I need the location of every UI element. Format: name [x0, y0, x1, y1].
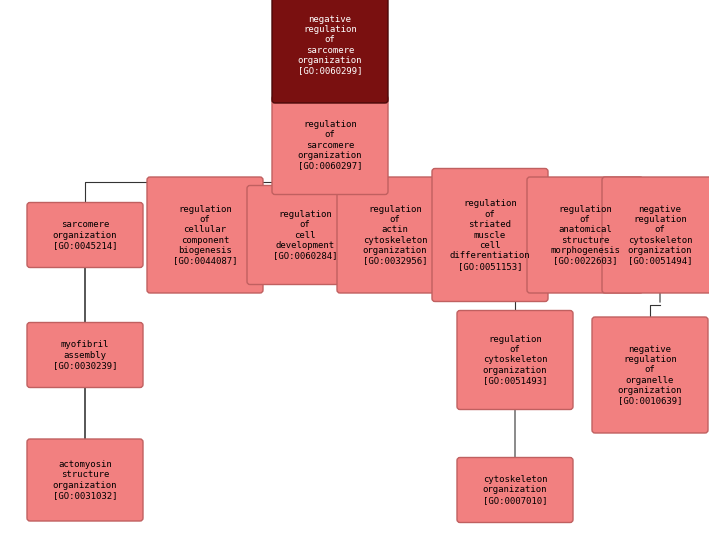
Text: regulation
of
cell
development
[GO:0060284]: regulation of cell development [GO:00602… — [273, 210, 337, 260]
Text: regulation
of
anatomical
structure
morphogenesis
[GO:0022603]: regulation of anatomical structure morph… — [550, 205, 620, 266]
FancyBboxPatch shape — [27, 323, 143, 388]
FancyBboxPatch shape — [27, 439, 143, 521]
FancyBboxPatch shape — [432, 168, 548, 301]
Text: negative
regulation
of
organelle
organization
[GO:0010639]: negative regulation of organelle organiz… — [618, 344, 682, 406]
FancyBboxPatch shape — [27, 203, 143, 268]
FancyBboxPatch shape — [457, 458, 573, 522]
FancyBboxPatch shape — [527, 177, 643, 293]
Text: sarcomere
organization
[GO:0045214]: sarcomere organization [GO:0045214] — [52, 220, 117, 250]
Text: actomyosin
structure
organization
[GO:0031032]: actomyosin structure organization [GO:00… — [52, 460, 117, 500]
FancyBboxPatch shape — [457, 311, 573, 409]
FancyBboxPatch shape — [247, 186, 363, 285]
FancyBboxPatch shape — [272, 96, 388, 194]
Text: regulation
of
cytoskeleton
organization
[GO:0051493]: regulation of cytoskeleton organization … — [483, 334, 547, 386]
Text: negative
regulation
of
cytoskeleton
organization
[GO:0051494]: negative regulation of cytoskeleton orga… — [627, 205, 692, 266]
Text: regulation
of
cellular
component
biogenesis
[GO:0044087]: regulation of cellular component biogene… — [173, 205, 238, 266]
Text: regulation
of
actin
cytoskeleton
organization
[GO:0032956]: regulation of actin cytoskeleton organiz… — [363, 205, 428, 266]
FancyBboxPatch shape — [272, 0, 388, 103]
Text: regulation
of
striated
muscle
cell
differentiation
[GO:0051153]: regulation of striated muscle cell diffe… — [450, 199, 530, 271]
Text: negative
regulation
of
sarcomere
organization
[GO:0060299]: negative regulation of sarcomere organiz… — [298, 15, 362, 75]
FancyBboxPatch shape — [602, 177, 709, 293]
Text: cytoskeleton
organization
[GO:0007010]: cytoskeleton organization [GO:0007010] — [483, 475, 547, 505]
Text: myofibril
assembly
[GO:0030239]: myofibril assembly [GO:0030239] — [52, 340, 117, 370]
FancyBboxPatch shape — [337, 177, 453, 293]
Text: regulation
of
sarcomere
organization
[GO:0060297]: regulation of sarcomere organization [GO… — [298, 119, 362, 171]
FancyBboxPatch shape — [147, 177, 263, 293]
FancyBboxPatch shape — [592, 317, 708, 433]
